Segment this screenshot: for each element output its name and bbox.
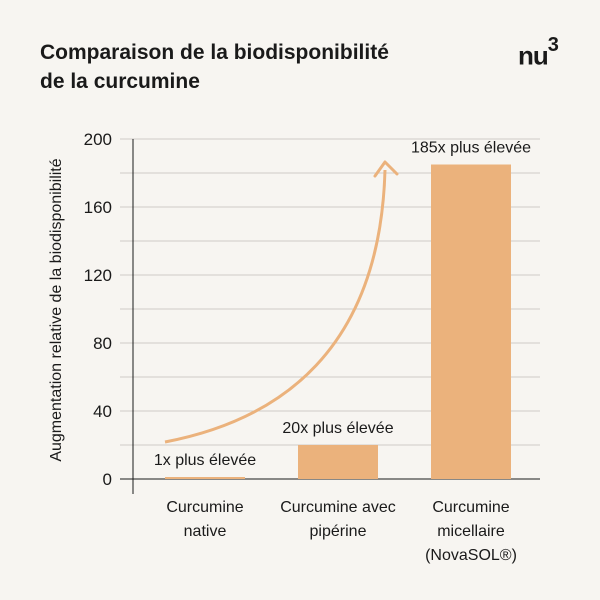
arrow-head-icon bbox=[373, 160, 399, 178]
x-tick-label: Curcumine avec bbox=[280, 499, 396, 516]
data-label: 20x plus élevée bbox=[282, 420, 393, 437]
title-line-1: Comparaison de la biodisponibilité bbox=[40, 41, 389, 64]
curved-arrow bbox=[164, 169, 387, 444]
x-tick-label: Curcumine bbox=[166, 499, 243, 516]
x-tick-label: (NovaSOL®) bbox=[425, 547, 517, 564]
x-tick-label: native bbox=[184, 523, 227, 540]
y-tick-label: 80 bbox=[93, 334, 112, 353]
logo-text: nu bbox=[518, 40, 549, 71]
data-label: 1x plus élevée bbox=[154, 452, 256, 469]
bar bbox=[431, 164, 511, 479]
x-tick-label: pipérine bbox=[310, 523, 367, 540]
chart-title: Comparaison de la biodisponibilité de la… bbox=[40, 38, 480, 96]
y-tick-label: 200 bbox=[84, 130, 112, 149]
title-line-2: de la curcumine bbox=[40, 70, 200, 93]
y-tick-label: 160 bbox=[84, 198, 112, 217]
data-label: 185x plus élevée bbox=[411, 140, 531, 157]
x-tick-label: micellaire bbox=[437, 523, 505, 540]
nu3-logo: nu3 bbox=[518, 34, 559, 72]
y-tick-label: 0 bbox=[103, 470, 112, 489]
x-tick-label: Curcumine bbox=[432, 499, 509, 516]
bar bbox=[298, 445, 378, 479]
logo-sup: 3 bbox=[547, 34, 559, 56]
y-tick-label: 120 bbox=[84, 266, 112, 285]
y-tick-label: 40 bbox=[93, 402, 112, 421]
bar bbox=[165, 477, 245, 479]
y-axis-label: Augmentation relative de la biodisponibi… bbox=[48, 158, 65, 461]
